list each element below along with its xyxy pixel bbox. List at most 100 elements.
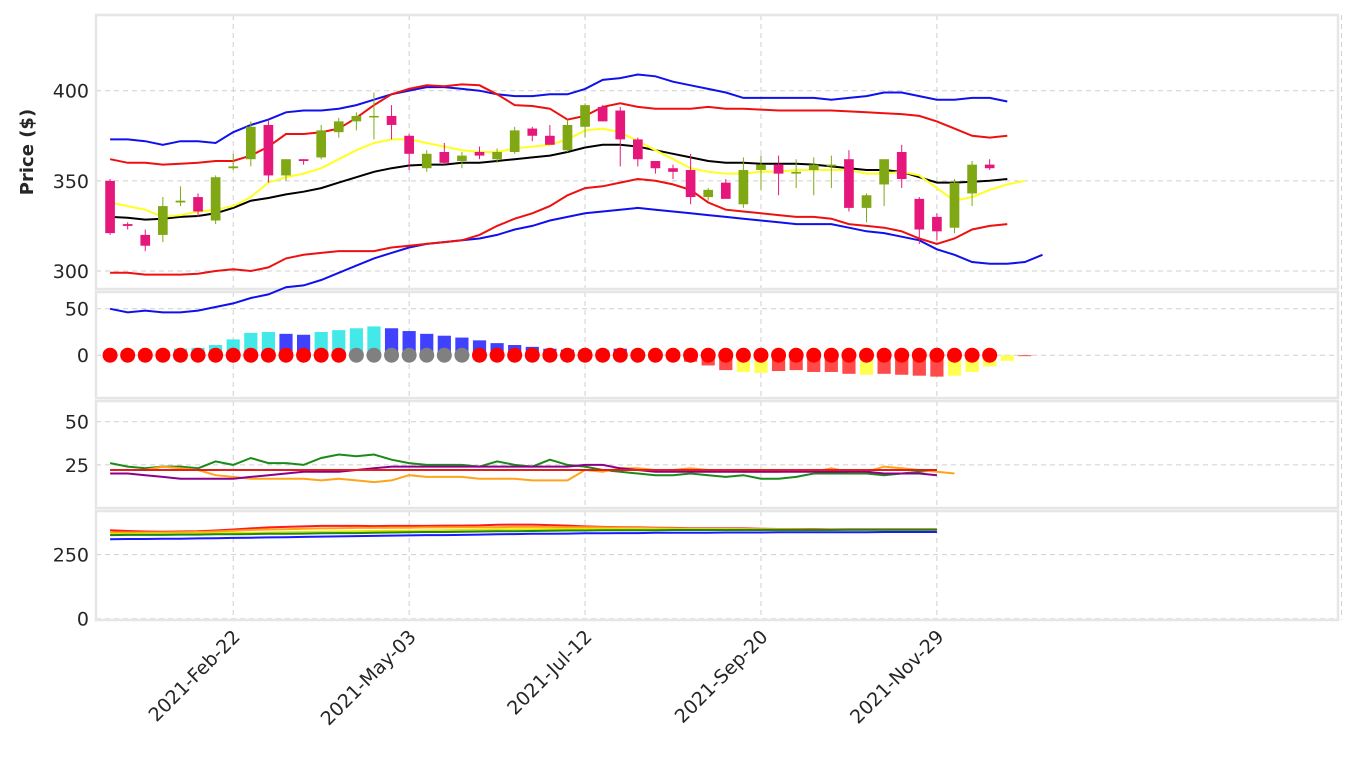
axis-labels: Price ($) 2021-Feb-22 2021-May-03 2021-Jul… (17, 81, 948, 730)
candle-body (386, 115, 397, 125)
squeeze-dot (823, 347, 839, 363)
bollinger-outer-lower-line (109, 206, 1043, 314)
squeeze-dot (137, 347, 153, 363)
candle-body (949, 182, 960, 228)
squeeze-dot (278, 347, 294, 363)
candle-body (844, 159, 854, 208)
squeeze-dot (401, 347, 417, 363)
candle-body (527, 128, 538, 136)
squeeze-dot (366, 347, 382, 363)
squeeze-dot (788, 347, 804, 363)
adx-y-tick-label: 25 (65, 455, 89, 477)
price-y-tick-label: 300 (53, 261, 89, 283)
ma-series-line (110, 531, 937, 541)
grid-lines (96, 15, 1343, 620)
candle-body (333, 121, 344, 133)
squeeze-dot (718, 347, 734, 363)
squeeze-dot (665, 347, 681, 363)
price-panel (105, 73, 1043, 314)
squeeze-dot (700, 347, 716, 363)
candle-body (685, 170, 696, 198)
candle-body (158, 206, 168, 235)
squeeze-dot (507, 347, 523, 363)
candle-body (826, 164, 837, 167)
squeeze-dot (577, 347, 593, 363)
squeeze-dot (647, 347, 663, 363)
squeeze-dot (454, 347, 470, 363)
histogram-panel (102, 326, 1032, 377)
panel-frame (94, 13, 1340, 291)
squeeze-dot (102, 347, 118, 363)
squeeze-dot (595, 347, 611, 363)
squeeze-dot (436, 347, 452, 363)
x-tick-label: 2021-Sep-20 (671, 626, 773, 728)
x-tick-label: 2021-May-03 (317, 626, 421, 730)
candle-body (105, 180, 115, 234)
x-tick-label: 2021-Feb-22 (144, 626, 244, 726)
candle-body (175, 200, 186, 203)
squeeze-dot (806, 347, 822, 363)
squeeze-dot (172, 347, 188, 363)
candle-body (967, 164, 977, 194)
squeeze-dot (243, 347, 259, 363)
candle-body (580, 105, 590, 127)
candle-body (756, 164, 766, 171)
candle-body (791, 171, 802, 174)
panel-frame (94, 290, 1340, 400)
candle-body (738, 170, 749, 205)
squeeze-dot (524, 347, 540, 363)
squeeze-dot (982, 347, 998, 363)
sma-line (110, 143, 1008, 221)
squeeze-dot (894, 347, 910, 363)
squeeze-dot (208, 347, 224, 363)
squeeze-dot (683, 347, 699, 363)
candle-body (914, 198, 925, 230)
squeeze-dot (225, 347, 241, 363)
candle-body (281, 159, 291, 176)
squeeze-dot (841, 347, 857, 363)
squeeze-dot (296, 347, 312, 363)
candle-body (210, 177, 221, 221)
candle-body (984, 164, 995, 169)
bollinger-inner-lower-line (110, 177, 1008, 276)
candle-body (703, 189, 714, 198)
candle-body (316, 130, 327, 158)
panel-frame (94, 509, 1340, 622)
histogram-bar (1018, 355, 1032, 357)
bollinger-inner-upper-line (109, 83, 1008, 166)
candle-body (369, 115, 379, 118)
candle-body (474, 152, 485, 156)
candle-body (404, 135, 414, 154)
x-tick-label: 2021-Nov-29 (846, 626, 948, 728)
squeeze-dot (735, 347, 751, 363)
candle-body (228, 166, 239, 169)
price-axis-label: Price ($) (17, 109, 38, 195)
candle-body (932, 216, 942, 232)
candle-body (615, 110, 626, 140)
squeeze-dot (964, 347, 980, 363)
candle-body (879, 159, 889, 185)
squeeze-dot (753, 347, 769, 363)
candle-body (545, 135, 555, 145)
histogram-bar (1000, 355, 1014, 361)
bollinger-outer-upper-line (110, 73, 1008, 146)
adx-series-line (110, 463, 937, 480)
squeeze-dot (929, 347, 945, 363)
histogram-y-tick-label: 0 (77, 345, 89, 367)
squeeze-dot (859, 347, 875, 363)
candle-body (509, 130, 520, 152)
candle-body (122, 224, 133, 226)
candle-body (896, 152, 907, 180)
histogram-bar (349, 328, 363, 356)
candle-body (298, 159, 309, 162)
squeeze-dot (313, 347, 329, 363)
candle-body (597, 106, 608, 122)
squeeze-dot (384, 347, 400, 363)
panel-frames (94, 13, 1340, 622)
squeeze-dot (946, 347, 962, 363)
candle-body (808, 164, 819, 171)
x-tick-label: 2021-Jul-12 (503, 626, 597, 720)
ma-y-tick-label: 0 (77, 609, 89, 631)
squeeze-dot (612, 347, 628, 363)
